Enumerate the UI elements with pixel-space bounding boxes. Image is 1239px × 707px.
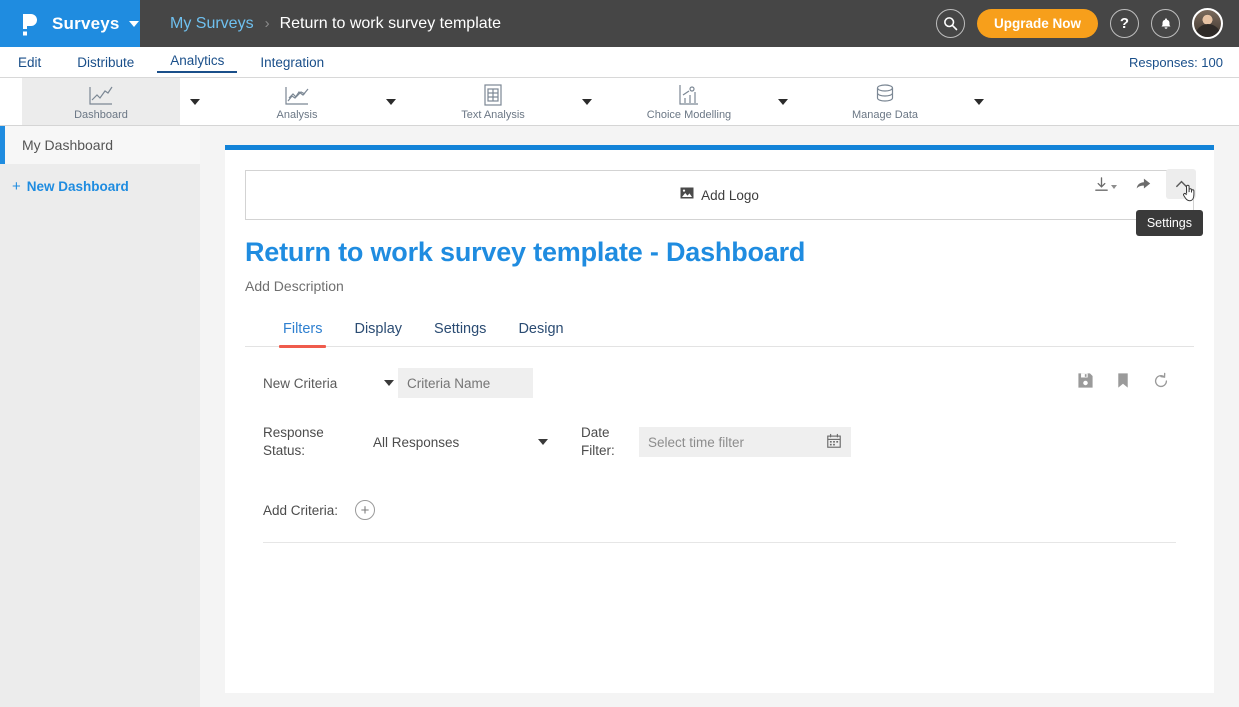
filter-action-icons [1077,372,1176,395]
download-button[interactable] [1090,169,1120,199]
toolbar-item-manage-data[interactable]: Manage Data [806,78,964,125]
toolbar-label-dashboard: Dashboard [74,108,128,121]
toolbar-label-analysis: Analysis [276,108,318,121]
tab-design[interactable]: Design [518,321,564,337]
toolbar-dashboard-caret-icon[interactable] [190,98,200,105]
add-logo-label: Add Logo [701,187,759,203]
breadcrumb-separator-icon: › [264,15,270,32]
toolbar-label-manage-data: Manage Data [851,108,919,121]
calendar-icon[interactable] [826,433,842,452]
toolbar-manage-data-caret-icon[interactable] [974,98,984,105]
response-status-row: Response Status: All Responses Date Filt… [263,424,1176,460]
save-disk-icon[interactable] [1077,372,1094,394]
choice-chart-icon [677,83,701,107]
add-criteria-label: Add Criteria: [263,502,339,518]
add-logo-dropzone[interactable]: Add Logo [245,170,1194,220]
scatter-chart-icon [284,83,310,107]
plus-icon: + [12,177,21,195]
brand-dropdown-caret-icon[interactable] [128,20,139,27]
dashboard-sidebar: My Dashboard + New Dashboard [0,126,200,707]
toolbar-choice-modelling-caret-icon[interactable] [778,98,788,105]
plus-circle-icon[interactable]: + [355,500,376,520]
dashboard-card: Add Logo [225,145,1214,693]
dashboard-tabs: Filters Display Settings Design [245,315,1194,348]
question-mark-icon[interactable]: ? [1110,9,1139,38]
settings-tooltip: Settings [1135,210,1203,236]
line-chart-icon [88,83,114,107]
card-action-buttons: Settings [1090,169,1203,236]
toolbar-item-analysis[interactable]: Analysis [218,78,376,125]
sidebar-item-my-dashboard[interactable]: My Dashboard [0,126,200,164]
main-content-area: Add Logo [200,126,1239,707]
top-header-bar: Surveys My Surveys › Return to work surv… [0,0,1239,47]
search-icon[interactable] [935,9,965,38]
add-criteria-row: Add Criteria: + [263,500,1176,543]
breadcrumb: My Surveys › Return to work survey templ… [170,0,501,47]
brand-name-label: Surveys [52,13,120,33]
nav-item-edit[interactable]: Edit [18,54,42,70]
response-status-value: All Responses [373,434,460,450]
new-dashboard-label: New Dashboard [26,178,129,194]
toolbar-item-dashboard[interactable]: Dashboard [22,78,180,125]
page-title: Return to work survey template - Dashboa… [245,237,806,267]
new-criteria-select[interactable]: New Criteria [263,376,398,391]
upgrade-now-button[interactable]: Upgrade Now [976,9,1098,38]
nav-item-analytics[interactable]: Analytics [157,51,238,73]
response-status-label: Response Status: [263,425,324,458]
tab-display[interactable]: Display [354,321,403,337]
toolbar-item-text-analysis[interactable]: Text Analysis [414,78,572,125]
p-question-logo-icon [16,11,42,37]
breadcrumb-my-surveys-link[interactable]: My Surveys [170,14,254,32]
share-button[interactable] [1128,169,1158,199]
section-nav-bar: Edit Distribute Analytics Integration Re… [0,47,1239,78]
image-icon [680,186,694,205]
tab-settings[interactable]: Settings [434,321,487,337]
toolbar-item-choice-modelling[interactable]: Choice Modelling [610,78,768,125]
toolbar-label-choice-modelling: Choice Modelling [646,108,732,121]
date-filter-label: Date Filter: [581,425,615,458]
reset-refresh-icon[interactable] [1152,372,1170,395]
brand-home-button[interactable]: Surveys [0,0,140,47]
add-description-link[interactable]: Add Description [245,278,344,294]
chevron-down-icon [538,439,548,445]
analytics-toolbar: Dashboard Analysis Text Analysis Choice … [0,78,1239,126]
criteria-name-input[interactable] [398,368,533,398]
new-criteria-selected-value: New Criteria [263,375,338,391]
document-grid-icon [482,83,504,107]
user-avatar[interactable] [1192,8,1223,39]
new-dashboard-button[interactable]: + New Dashboard [0,166,200,206]
tab-filters[interactable]: Filters [267,321,338,348]
chevron-down-icon [384,380,394,386]
criteria-row: New Criteria [263,368,1176,398]
filters-panel: New Criteria [245,368,1194,543]
database-icon [873,83,897,107]
toolbar-analysis-caret-icon[interactable] [386,98,396,105]
nav-item-distribute[interactable]: Distribute [77,54,135,70]
nav-items: Edit Distribute Analytics Integration [0,47,342,78]
bookmark-icon[interactable] [1116,372,1130,394]
toolbar-label-text-analysis: Text Analysis [461,108,525,121]
responses-count-label: Responses: 100 [1129,54,1223,70]
settings-toggle-button[interactable]: Settings [1135,169,1203,236]
header-actions: Upgrade Now ? [935,8,1239,39]
date-filter-input[interactable]: Select time filter [639,427,851,457]
response-status-select[interactable]: All Responses [373,435,548,450]
breadcrumb-current-survey: Return to work survey template [279,14,501,32]
date-filter-placeholder: Select time filter [648,434,745,450]
download-dropdown-caret-icon[interactable] [1111,185,1117,189]
toolbar-text-analysis-caret-icon[interactable] [582,98,592,105]
nav-item-integration[interactable]: Integration [260,54,325,70]
bell-icon[interactable] [1151,9,1180,38]
